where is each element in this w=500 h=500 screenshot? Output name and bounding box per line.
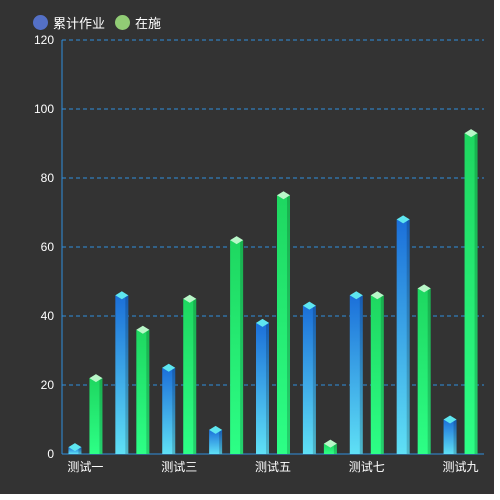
x-tick-label-5: 测试五: [255, 459, 291, 474]
bar-in-progress-5[interactable]: [277, 195, 290, 454]
bar-cap-2-5: [277, 191, 290, 200]
y-tick-label-40: 40: [41, 309, 55, 323]
legend-marker-series-2: [115, 15, 131, 30]
bar-side-2-7: [380, 295, 384, 454]
bar-in-progress-2[interactable]: [136, 329, 150, 454]
y-tick-label-120: 120: [34, 33, 54, 47]
bar-side-2-4: [240, 240, 244, 454]
bar-in-progress-9[interactable]: [464, 133, 478, 454]
bar-in-progress-3[interactable]: [183, 298, 197, 454]
page-margin-right: [494, 0, 500, 500]
legend-item-series-2[interactable]: 在施: [115, 13, 161, 32]
bar-cap-2-1: [89, 374, 103, 383]
bar-side-1-2: [125, 295, 129, 454]
legend-label-series-2: 在施: [135, 16, 162, 31]
bar-side-1-4: [219, 429, 223, 454]
bar-side-1-3: [172, 367, 176, 454]
bar-side-2-2: [146, 329, 150, 454]
bar-cap-2-6: [323, 439, 337, 448]
bar-side-1-7: [359, 295, 363, 454]
y-tick-label-0: 0: [47, 447, 54, 461]
legend-label-series-1: 累计作业: [53, 16, 106, 31]
bar-cumulative-6[interactable]: [302, 305, 316, 454]
bar-cumulative-3[interactable]: [162, 367, 176, 454]
y-tick-label-80: 80: [41, 171, 55, 185]
bar-side-1-9: [453, 419, 457, 454]
bar-cap-1-2: [115, 291, 129, 300]
bar-side-1-5: [266, 322, 269, 454]
bar-cap-2-7: [370, 291, 384, 300]
bar-cap-1-6: [302, 301, 316, 310]
bar-side-1-8: [406, 219, 410, 454]
bar-side-2-5: [287, 195, 290, 454]
bar-cap-1-8: [396, 215, 410, 224]
x-tick-label-1: 测试一: [67, 459, 103, 474]
bar-side-2-3: [193, 298, 197, 454]
bar-in-progress-1[interactable]: [89, 378, 103, 454]
bar-cumulative-5[interactable]: [256, 322, 269, 454]
bar-side-1-1: [78, 447, 82, 454]
bar-cap-1-7: [349, 291, 363, 300]
bar-in-progress-7[interactable]: [370, 295, 384, 454]
bar-side-1-6: [312, 305, 316, 454]
bar-in-progress-8[interactable]: [417, 288, 431, 454]
bar-cap-2-2: [136, 325, 150, 334]
x-tick-label-3: 测试三: [161, 459, 197, 474]
x-tick-label-7: 测试七: [349, 459, 385, 474]
bar-cumulative-8[interactable]: [396, 219, 410, 454]
page-margin-bottom: [0, 494, 500, 500]
bar-side-2-9: [474, 133, 478, 454]
bar-cumulative-9[interactable]: [443, 419, 457, 455]
y-tick-label-60: 60: [41, 240, 55, 254]
bar-cap-1-1: [68, 443, 82, 452]
bar-side-2-6: [333, 443, 337, 454]
bar-cap-2-3: [183, 294, 197, 303]
bar-cap-1-9: [443, 415, 457, 424]
bar-side-2-1: [99, 378, 103, 454]
bar-cap-1-5: [256, 318, 269, 327]
bar-cap-2-9: [464, 129, 478, 138]
chart-legend: 累计作业 在施: [33, 13, 161, 32]
legend-marker-series-1: [33, 15, 48, 30]
y-tick-label-20: 20: [41, 378, 55, 392]
bar-side-2-8: [427, 288, 431, 454]
legend-item-series-1[interactable]: 累计作业: [33, 13, 105, 32]
x-tick-label-9: 测试九: [443, 459, 479, 474]
y-tick-label-100: 100: [34, 102, 54, 116]
bar-in-progress-4[interactable]: [230, 240, 244, 454]
bar-cap-2-8: [417, 284, 431, 293]
bar-cap-1-3: [162, 363, 176, 372]
bar-cumulative-7[interactable]: [349, 295, 363, 454]
bar-in-progress-6[interactable]: [323, 443, 337, 454]
bar-cap-1-4: [209, 425, 223, 434]
bar-cumulative-2[interactable]: [115, 295, 129, 454]
bar-cumulative-4[interactable]: [209, 429, 223, 454]
bar-cap-2-4: [230, 236, 244, 245]
